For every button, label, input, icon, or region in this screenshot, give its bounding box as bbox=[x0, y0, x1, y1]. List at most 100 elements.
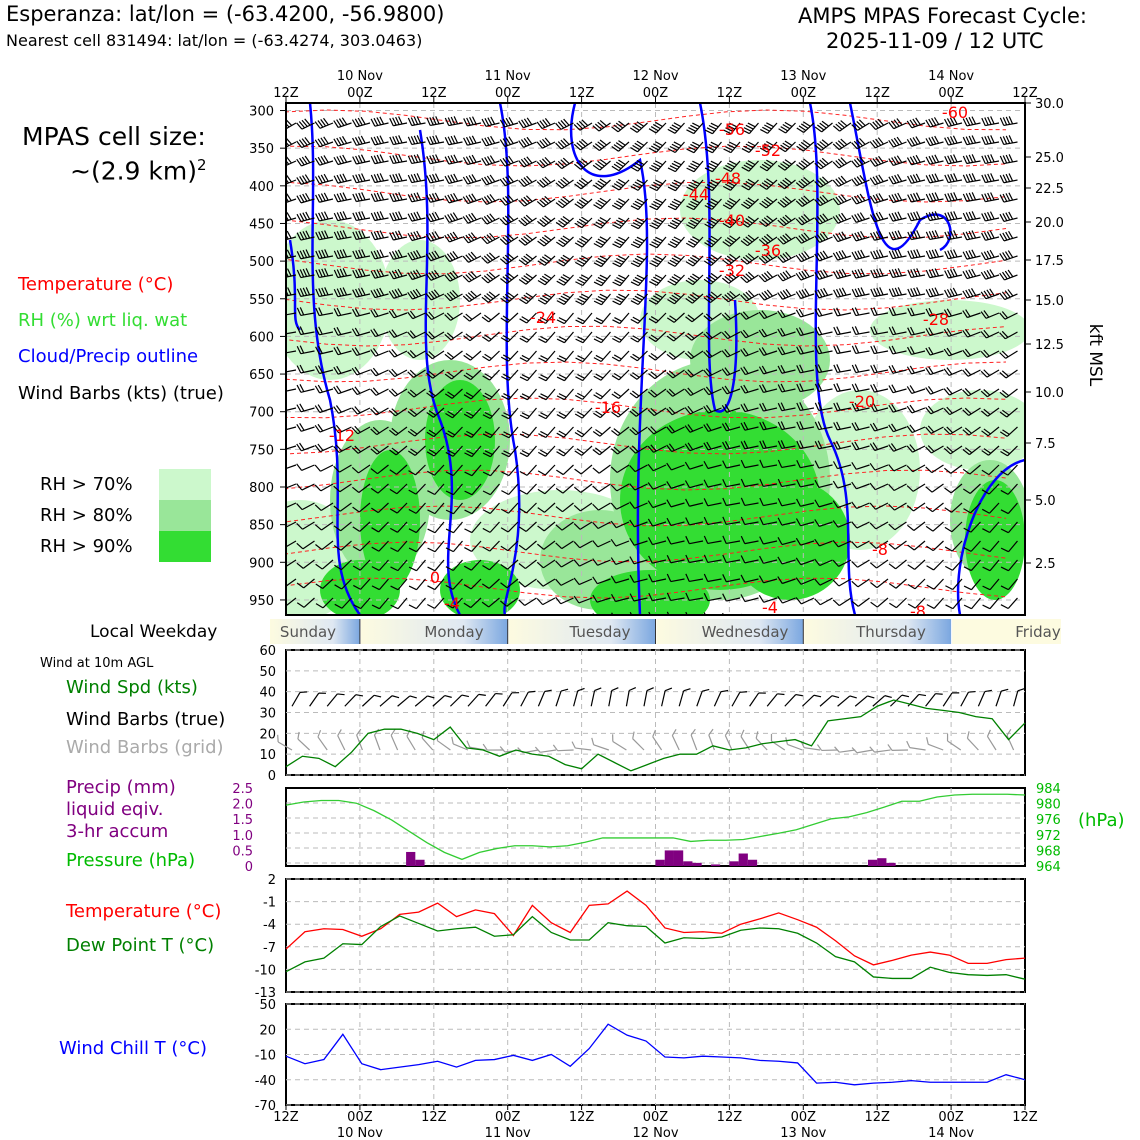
wind-barb bbox=[759, 402, 778, 412]
wind-barb bbox=[685, 312, 704, 323]
wind-barb-shaft bbox=[988, 483, 1000, 495]
wind-barb-flag bbox=[376, 230, 382, 239]
wind-barb-flag bbox=[314, 176, 321, 184]
wind-barb bbox=[612, 293, 630, 306]
wind-barb bbox=[482, 502, 500, 515]
wind-barb-flag bbox=[416, 192, 422, 201]
wind-barb-flag bbox=[612, 224, 620, 230]
wind-barb-flag bbox=[558, 297, 567, 303]
wind-barb-flag bbox=[666, 592, 672, 601]
temperature-contour bbox=[286, 361, 1007, 383]
wind-barb bbox=[286, 445, 297, 451]
wind-barb-flag bbox=[434, 173, 440, 182]
wind-barb-flag bbox=[409, 330, 417, 338]
wind-barb-flag bbox=[1000, 489, 1009, 495]
wind-barb-flag bbox=[425, 352, 433, 360]
wind-barb-shaft bbox=[800, 426, 815, 431]
wind-barb-shaft bbox=[395, 426, 408, 436]
wind-barb-flag bbox=[314, 365, 320, 374]
wind-barb bbox=[481, 331, 500, 342]
wind-barb-flag bbox=[595, 317, 604, 322]
wind-barb-flag bbox=[610, 448, 618, 455]
wind-barb bbox=[870, 326, 889, 336]
wind-barb-shaft bbox=[966, 236, 981, 241]
wind-barb-flag bbox=[909, 119, 916, 128]
wind-barb-flag bbox=[526, 136, 533, 145]
wind-barb-flag bbox=[463, 137, 468, 146]
wind-barb-flag bbox=[541, 275, 550, 282]
wind-barb-flag bbox=[761, 255, 769, 263]
wind-barb-flag bbox=[888, 563, 896, 570]
wind-barb-shaft bbox=[892, 179, 907, 185]
wind-barb bbox=[685, 236, 704, 248]
wind-barb-flag bbox=[278, 482, 283, 490]
wind-barb-flag bbox=[339, 174, 345, 183]
wind-barb-flag bbox=[688, 127, 697, 132]
wind-barb-shaft bbox=[303, 597, 315, 608]
wind-barb-flag bbox=[669, 278, 678, 284]
wind-barb bbox=[390, 597, 408, 610]
wind-barb-flag bbox=[859, 212, 866, 220]
wind-barb bbox=[980, 249, 1000, 261]
wind-barb-flag bbox=[299, 176, 305, 184]
wind-barb bbox=[555, 521, 574, 531]
wind-barb-shaft bbox=[581, 217, 593, 229]
wind-barb-flag bbox=[926, 545, 934, 552]
wind-barb-flag bbox=[795, 182, 803, 189]
wind-barb bbox=[575, 312, 593, 325]
wind-barb-flag bbox=[741, 203, 749, 210]
wind-barb-shaft bbox=[393, 274, 408, 280]
wind-barb bbox=[481, 271, 500, 284]
wind-barb-shaft bbox=[784, 141, 796, 153]
wind-barb-flag bbox=[599, 158, 608, 165]
wind-barb-shaft bbox=[1004, 331, 1018, 340]
wind-barb-flag bbox=[296, 122, 303, 130]
wind-barb-flag bbox=[894, 212, 900, 221]
wind-barb bbox=[536, 195, 556, 208]
wind-barb-flag bbox=[370, 193, 376, 202]
wind-barb-flag bbox=[796, 440, 801, 449]
wind-barb-shaft bbox=[855, 407, 870, 412]
wind-barb-flag bbox=[499, 139, 506, 147]
wind-barb-shaft bbox=[411, 255, 426, 261]
wind-barb-flag bbox=[315, 231, 320, 240]
wind-barb-flag bbox=[906, 465, 914, 473]
wind-barb-flag bbox=[544, 195, 552, 203]
wind-barb-flag bbox=[538, 376, 547, 382]
wind-barb bbox=[832, 120, 852, 132]
wind-barb-flag bbox=[320, 174, 326, 183]
wind-barb bbox=[296, 540, 315, 550]
pressure-tick: 400 bbox=[249, 180, 274, 195]
wind-barb-flag bbox=[484, 314, 492, 321]
wind-barb-flag bbox=[819, 251, 826, 260]
wind-barb-flag bbox=[483, 294, 492, 302]
wind-barb-flag bbox=[859, 137, 866, 145]
wind-barb-shaft bbox=[970, 540, 981, 552]
wind-barb-flag bbox=[934, 154, 940, 163]
wind-barb-shaft bbox=[486, 179, 500, 186]
wind-barb-flag bbox=[907, 564, 915, 570]
wind-barb-shaft bbox=[819, 236, 833, 243]
wind-barb-flag bbox=[358, 230, 363, 239]
wind-barb bbox=[630, 312, 648, 324]
wind-barb-flag bbox=[962, 488, 971, 495]
wind-barb-flag bbox=[856, 176, 863, 184]
wind-barb-shaft bbox=[561, 141, 574, 150]
wind-barb-flag bbox=[315, 346, 320, 355]
wind-barb-flag bbox=[482, 375, 491, 381]
wind-barb-shaft bbox=[690, 407, 704, 415]
wind-barb-flag bbox=[395, 116, 400, 125]
wind-barb-shaft bbox=[452, 483, 463, 496]
wind-barb bbox=[759, 421, 778, 431]
wind-barb bbox=[519, 407, 537, 420]
wind-barb-flag bbox=[407, 174, 413, 183]
wind-barb bbox=[286, 312, 297, 317]
wind-barb-flag bbox=[869, 482, 876, 491]
wind-barb bbox=[610, 557, 630, 566]
wind-barb-shaft bbox=[948, 255, 963, 260]
wind-barb-shaft bbox=[524, 597, 537, 606]
wind-barb-flag bbox=[379, 211, 385, 220]
wind-barb-flag bbox=[482, 394, 491, 400]
wind-barb-shaft bbox=[487, 293, 500, 303]
wind-barb-shaft bbox=[819, 597, 833, 606]
